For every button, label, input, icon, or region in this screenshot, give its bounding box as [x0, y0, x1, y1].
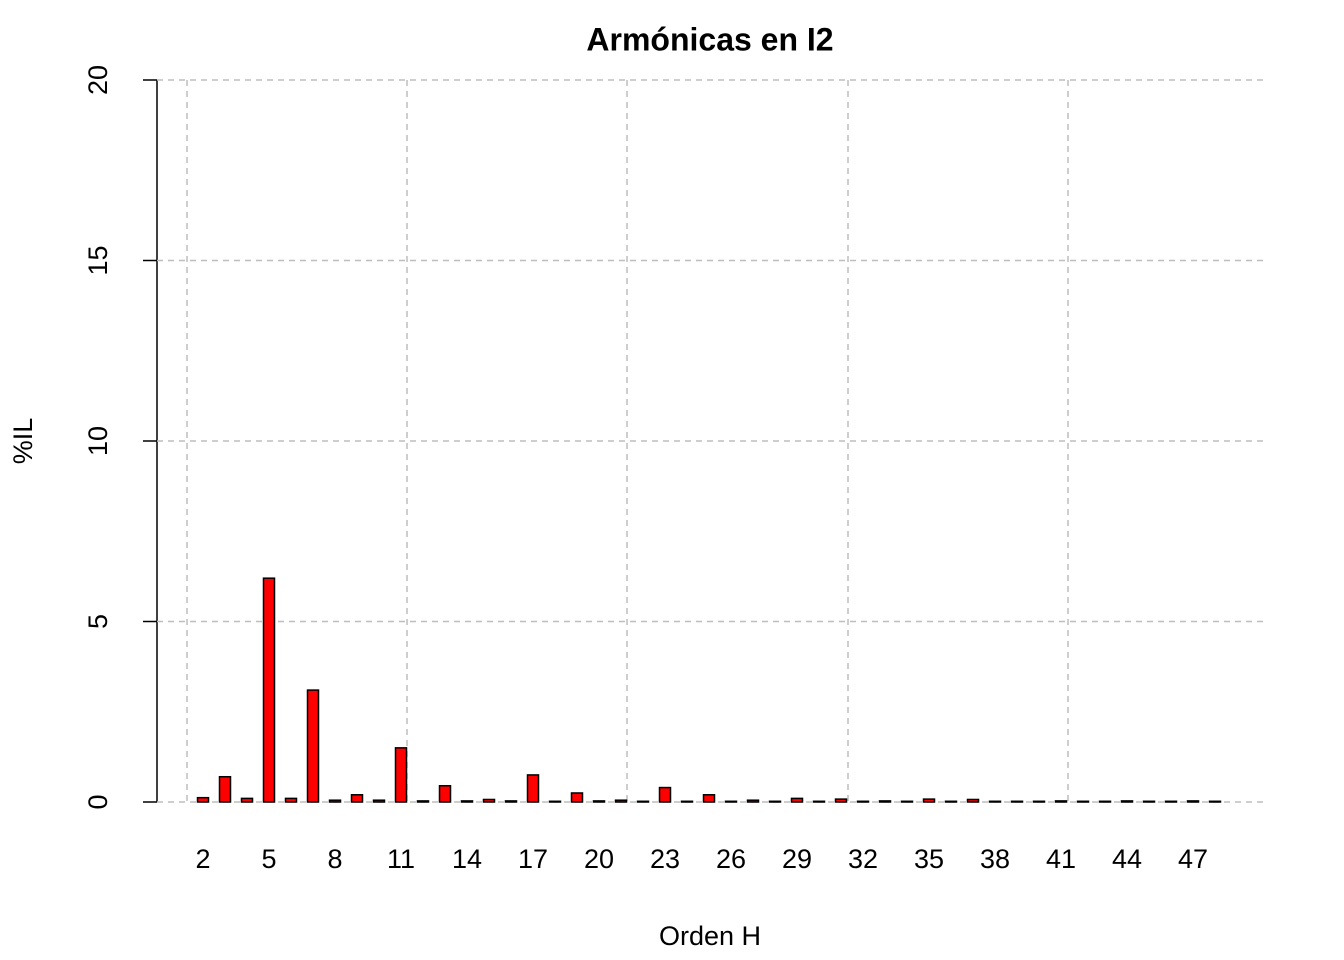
bar [1010, 800, 1024, 803]
x-tick-label: 23 [650, 844, 680, 874]
bar [746, 799, 760, 803]
bar [1120, 800, 1134, 803]
bar [636, 800, 650, 803]
bar [856, 800, 870, 803]
bar [504, 800, 518, 803]
bar [1098, 800, 1112, 803]
y-tick-label: 15 [83, 245, 113, 275]
bar [438, 785, 452, 803]
bar [394, 747, 408, 803]
bar [416, 800, 430, 803]
bar [724, 800, 738, 803]
bar [966, 798, 980, 803]
bar [526, 774, 540, 803]
y-tick-label: 10 [83, 426, 113, 456]
bar [1076, 800, 1090, 803]
bar [460, 800, 474, 803]
bar [328, 799, 342, 803]
bar [900, 800, 914, 803]
x-tick-label: 11 [387, 844, 415, 874]
bar [284, 797, 298, 803]
x-tick-label: 44 [1112, 844, 1142, 874]
bar [614, 799, 628, 803]
x-tick-label: 2 [195, 844, 210, 874]
bar [1208, 800, 1222, 803]
bar [218, 775, 232, 803]
y-tick-label: 20 [83, 65, 113, 95]
x-tick-label: 35 [914, 844, 944, 874]
y-tick-label: 5 [83, 614, 113, 629]
x-tick-label: 20 [584, 844, 614, 874]
x-tick-label: 17 [518, 844, 548, 874]
bar [1032, 800, 1046, 803]
bar [1186, 800, 1200, 803]
bar [768, 800, 782, 803]
x-tick-label: 29 [782, 844, 812, 874]
bar [1164, 800, 1178, 803]
x-tick-label: 38 [980, 844, 1010, 874]
bar [306, 689, 320, 803]
x-tick-label: 8 [327, 844, 342, 874]
bar [482, 798, 496, 803]
x-tick-label: 14 [452, 844, 482, 874]
bar [812, 800, 826, 803]
y-tick-label: 0 [83, 794, 113, 809]
bar [570, 792, 584, 803]
bar [240, 797, 254, 803]
bar [372, 799, 386, 803]
bar [350, 794, 364, 803]
bar [988, 800, 1002, 803]
bar [944, 800, 958, 803]
x-tick-label: 47 [1178, 844, 1208, 874]
bar [196, 796, 210, 803]
bar [834, 798, 848, 803]
bar [262, 577, 276, 803]
bar [790, 797, 804, 803]
y-axis-title: %IL [8, 418, 38, 465]
x-tick-label: 41 [1046, 844, 1076, 874]
bar [1054, 800, 1068, 803]
bar [878, 800, 892, 803]
bar [680, 800, 694, 803]
bar [1142, 800, 1156, 803]
x-tick-label: 5 [261, 844, 276, 874]
bar [922, 798, 936, 803]
x-axis-title: Orden H [659, 921, 761, 951]
bar [592, 800, 606, 803]
x-tick-label: 32 [848, 844, 878, 874]
bar [548, 800, 562, 803]
chart-title: Armónicas en I2 [586, 21, 833, 57]
bar [702, 794, 716, 803]
x-tick-label: 26 [716, 844, 746, 874]
bar [658, 786, 672, 803]
